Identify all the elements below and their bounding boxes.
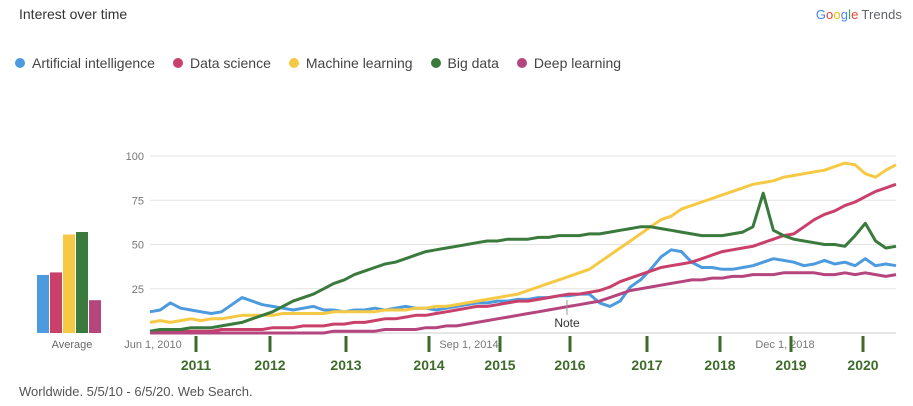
x-tick-label: Dec 1, 2018 (755, 339, 814, 351)
legend-label: Machine learning (305, 55, 413, 71)
y-tick-label: 100 (126, 151, 144, 163)
legend-label: Data science (189, 55, 271, 71)
average-bar (76, 232, 88, 333)
legend-label: Deep learning (533, 55, 622, 71)
legend-dot-icon (172, 58, 183, 68)
average-bar (89, 300, 101, 333)
y-tick-label: 25 (132, 284, 144, 296)
google-trends-logo: Google Trends (816, 7, 902, 22)
legend-dot-icon (516, 58, 527, 68)
series-line (150, 182, 897, 333)
logo-letter: l (848, 7, 852, 22)
year-label: 2012 (254, 357, 285, 373)
series-line (149, 161, 897, 324)
year-label: 2014 (413, 357, 444, 373)
legend-label: Big data (447, 55, 499, 71)
year-label: 2019 (775, 357, 806, 373)
logo-letter: o (833, 7, 841, 22)
legend-item[interactable]: Deep learning (516, 55, 622, 71)
average-bar (37, 274, 49, 333)
logo-letter: e (851, 7, 859, 22)
chart-footer: Worldwide. 5/5/10 - 6/5/20. Web Search. (19, 384, 253, 399)
y-tick-label: 75 (132, 195, 144, 207)
average-label: Average (52, 339, 93, 351)
annotation-label: Note (554, 316, 580, 330)
legend-item[interactable]: Data science (172, 55, 271, 71)
average-bar (50, 272, 62, 333)
year-label: 2020 (847, 357, 878, 373)
y-tick-label: 50 (132, 240, 144, 252)
legend-dot-icon (430, 58, 441, 68)
legend-item[interactable]: Artificial intelligence (15, 55, 155, 71)
average-bar (63, 234, 75, 333)
series-line (150, 271, 897, 335)
year-label: 2016 (554, 357, 585, 373)
legend-dot-icon (288, 58, 299, 68)
legend-item[interactable]: Machine learning (288, 55, 413, 71)
legend-dot-icon (15, 58, 25, 68)
logo-letter: g (840, 7, 849, 22)
series-line (149, 191, 897, 333)
chart-title: Interest over time (19, 6, 128, 22)
series-line (149, 248, 897, 315)
year-label: 2015 (484, 357, 515, 373)
year-label: 2017 (631, 357, 662, 373)
logo-letter: o (826, 7, 834, 22)
legend-item[interactable]: Big data (430, 55, 499, 71)
x-tick-label: Jun 1, 2010 (124, 339, 182, 351)
x-tick-label: Sep 1, 2014 (439, 339, 498, 351)
year-label: 2018 (704, 357, 735, 373)
logo-letter: G (815, 7, 827, 22)
year-label: 2011 (181, 357, 212, 373)
chart-legend: Artificial intelligence Data science Machi… (15, 55, 621, 71)
legend-label: Artificial intelligence (32, 55, 155, 71)
year-label: 2013 (330, 357, 361, 373)
logo-trends-text: Trends (861, 7, 902, 22)
